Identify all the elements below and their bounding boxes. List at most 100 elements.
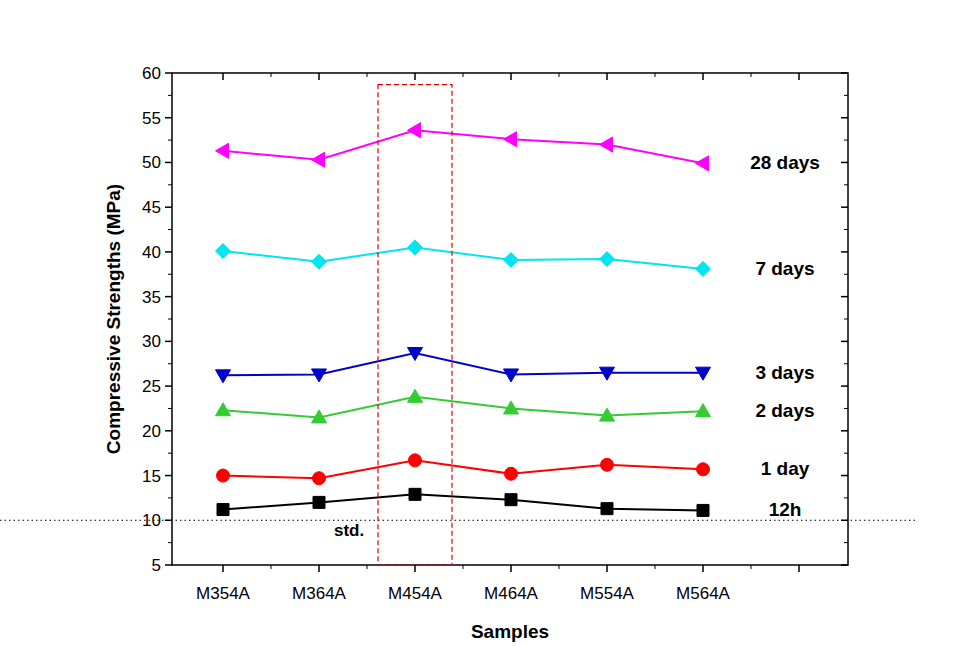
std-label: std. xyxy=(334,521,364,540)
marker xyxy=(312,369,327,382)
marker xyxy=(408,347,423,360)
y-minor-tick xyxy=(168,140,172,141)
y-tick-right xyxy=(841,296,848,298)
series-label: 2 days xyxy=(755,400,814,421)
y-minor-tick-right xyxy=(844,95,848,96)
y-minor-tick-right xyxy=(844,319,848,320)
x-minor-tick-top xyxy=(367,73,368,77)
y-tick xyxy=(165,475,172,477)
x-tick-top xyxy=(222,73,224,80)
chart: 51015202530354045505560M354AM364AM454AM4… xyxy=(0,0,956,646)
series-label: 3 days xyxy=(755,362,814,383)
series-line xyxy=(223,460,703,478)
x-minor-tick xyxy=(367,565,368,569)
y-minor-tick xyxy=(168,95,172,96)
y-tick-label: 5 xyxy=(152,556,161,575)
series-line xyxy=(223,494,703,510)
x-tick xyxy=(222,565,224,572)
marker xyxy=(216,143,229,158)
x-minor-tick xyxy=(271,565,272,569)
marker xyxy=(600,367,615,380)
x-tick xyxy=(318,565,320,572)
marker xyxy=(505,467,518,480)
x-tick-top xyxy=(318,73,320,80)
marker xyxy=(217,469,230,482)
series xyxy=(217,454,710,485)
x-minor-tick-top xyxy=(751,73,752,77)
series-label: 28 days xyxy=(750,152,820,173)
y-minor-tick xyxy=(168,542,172,543)
x-tick-label: M454A xyxy=(388,584,443,603)
y-minor-tick xyxy=(168,363,172,364)
y-tick-right xyxy=(841,341,848,343)
y-tick xyxy=(165,520,172,522)
y-minor-tick xyxy=(168,274,172,275)
marker xyxy=(696,156,709,171)
series xyxy=(216,389,711,423)
y-tick-right xyxy=(841,385,848,387)
series xyxy=(216,347,711,382)
y-minor-tick-right xyxy=(844,184,848,185)
y-minor-tick xyxy=(168,453,172,454)
y-tick-right xyxy=(841,251,848,253)
y-tick-right xyxy=(841,72,848,74)
x-minor-tick xyxy=(463,565,464,569)
y-tick-label: 45 xyxy=(142,198,161,217)
marker xyxy=(408,389,423,402)
marker xyxy=(504,369,519,382)
x-tick-top xyxy=(606,73,608,80)
y-minor-tick-right xyxy=(844,363,848,364)
series-label: 1 day xyxy=(761,458,810,479)
marker xyxy=(697,504,709,516)
y-minor-tick-right xyxy=(844,274,848,275)
x-minor-tick-top xyxy=(655,73,656,77)
y-tick xyxy=(165,385,172,387)
x-tick-label: M564A xyxy=(676,584,731,603)
marker xyxy=(504,252,519,267)
marker xyxy=(600,252,615,267)
y-tick-label: 55 xyxy=(142,109,161,128)
y-minor-tick-right xyxy=(844,542,848,543)
y-tick xyxy=(165,117,172,119)
x-tick xyxy=(606,565,608,572)
y-tick xyxy=(165,430,172,432)
x-minor-tick xyxy=(559,565,560,569)
y-tick xyxy=(165,296,172,298)
y-tick-right xyxy=(841,206,848,208)
marker xyxy=(504,132,517,147)
y-tick xyxy=(165,564,172,566)
y-minor-tick xyxy=(168,229,172,230)
marker xyxy=(600,408,615,421)
series-label: 12h xyxy=(769,499,802,520)
y-tick-label: 60 xyxy=(142,64,161,83)
x-minor-tick-top xyxy=(271,73,272,77)
y-tick-label: 20 xyxy=(142,422,161,441)
x-tick xyxy=(510,565,512,572)
series-line xyxy=(223,353,703,375)
marker xyxy=(408,123,421,138)
x-minor-tick xyxy=(655,565,656,569)
y-minor-tick-right xyxy=(844,453,848,454)
marker xyxy=(313,472,326,485)
y-axis-label: Compressive Strengths (MPa) xyxy=(103,184,124,454)
y-minor-tick-right xyxy=(844,140,848,141)
plot-frame xyxy=(172,73,848,565)
marker xyxy=(408,240,423,255)
x-tick-top xyxy=(510,73,512,80)
y-tick-label: 50 xyxy=(142,153,161,172)
plot-area xyxy=(216,123,711,517)
y-tick xyxy=(165,72,172,74)
x-minor-tick-top xyxy=(463,73,464,77)
x-tick xyxy=(414,565,416,572)
marker xyxy=(312,410,327,423)
series-line xyxy=(223,130,703,163)
y-minor-tick-right xyxy=(844,229,848,230)
x-axis-label: Samples xyxy=(471,621,549,642)
marker xyxy=(216,370,231,383)
marker xyxy=(217,504,229,516)
x-tick-label: M464A xyxy=(484,584,539,603)
y-tick-right xyxy=(841,564,848,566)
marker xyxy=(601,458,614,471)
y-tick-right xyxy=(841,430,848,432)
marker xyxy=(409,454,422,467)
